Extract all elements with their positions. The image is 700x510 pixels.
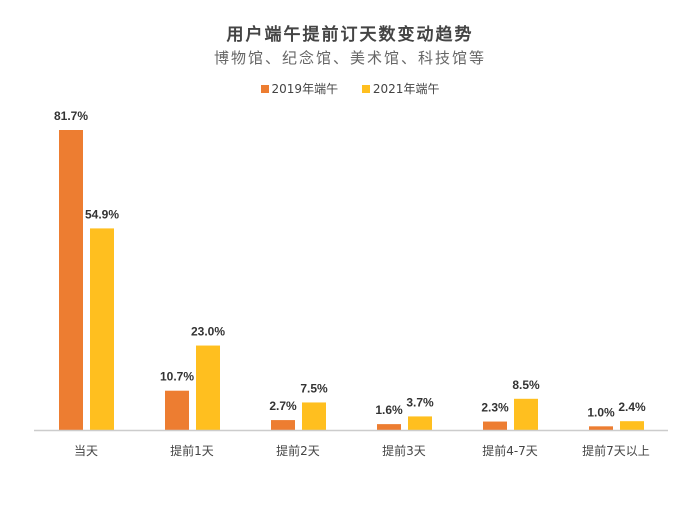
legend-item-2021: 2021年端午 (361, 82, 440, 96)
data-label: 81.7% (54, 109, 88, 123)
bar-2019 (483, 421, 507, 430)
data-label: 2.3% (481, 401, 509, 415)
chart-title: 用户端午提前订天数变动趋势 (226, 25, 474, 45)
bar-2019 (59, 130, 83, 430)
legend-label: 2019年端午 (271, 82, 339, 96)
data-label: 1.0% (587, 405, 615, 419)
data-label: 1.6% (375, 403, 403, 417)
x-tick-label: 提前4-7天 (482, 443, 538, 458)
bar-2019 (165, 390, 189, 430)
data-label: 23.0% (191, 325, 225, 339)
data-label: 10.7% (160, 370, 194, 384)
legend-swatch (361, 85, 370, 93)
chart-subtitle: 博物馆、纪念馆、美术馆、科技馆等 (213, 49, 486, 67)
bar-2021 (90, 228, 114, 430)
bar-2021 (514, 398, 538, 430)
bar-2021 (196, 345, 220, 430)
bar-2021 (302, 402, 326, 430)
legend-item-2019: 2019年端午 (260, 82, 339, 96)
x-tick-label: 提前7天以上 (582, 443, 650, 458)
bar-2019 (377, 424, 401, 430)
legend-label: 2021年端午 (372, 82, 440, 96)
data-label: 2.4% (618, 400, 646, 414)
data-label: 7.5% (300, 381, 328, 395)
bar-2021 (408, 416, 432, 430)
bar-2019 (271, 420, 295, 430)
data-label: 54.9% (85, 207, 119, 221)
x-tick-label: 当天 (74, 444, 98, 458)
data-label: 3.7% (406, 395, 434, 409)
legend-swatch (260, 85, 269, 93)
data-label: 2.7% (269, 399, 297, 413)
legend: 2019年端午 2021年端午 (0, 80, 700, 97)
x-tick-label: 提前1天 (170, 443, 214, 458)
bar-2021 (620, 421, 644, 430)
x-tick-label: 提前3天 (382, 443, 426, 458)
x-tick-label: 提前2天 (276, 443, 320, 458)
bar-2019 (589, 426, 613, 430)
data-label: 8.5% (512, 378, 540, 392)
